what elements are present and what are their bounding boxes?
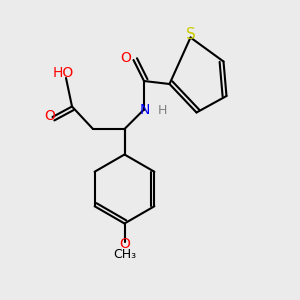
Text: O: O bbox=[119, 237, 130, 250]
Text: CH₃: CH₃ bbox=[113, 248, 136, 261]
Text: N: N bbox=[140, 103, 150, 116]
Text: HO: HO bbox=[52, 66, 74, 80]
Text: H: H bbox=[158, 104, 167, 118]
Text: O: O bbox=[45, 110, 56, 123]
Text: O: O bbox=[121, 52, 131, 65]
Text: S: S bbox=[186, 27, 195, 42]
